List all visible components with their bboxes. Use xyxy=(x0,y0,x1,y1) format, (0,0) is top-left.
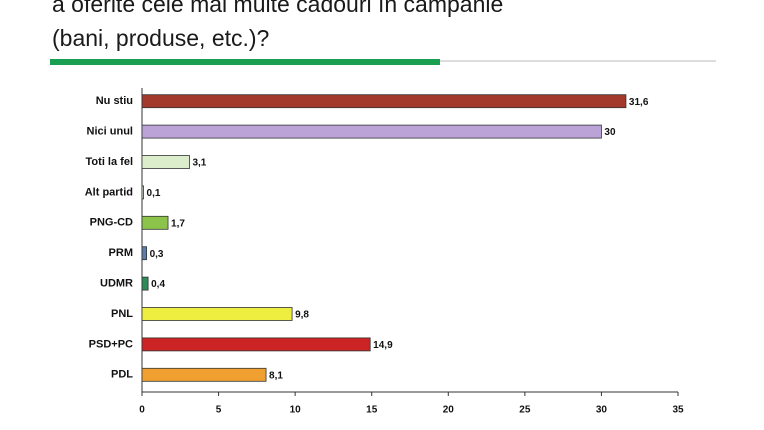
bar xyxy=(141,367,267,382)
bar xyxy=(141,185,144,200)
bar xyxy=(141,94,627,109)
bar xyxy=(141,155,190,169)
x-tick-label: 5 xyxy=(216,405,222,416)
value-label: 0,1 xyxy=(147,188,161,199)
bar xyxy=(141,307,293,321)
value-label: 0,3 xyxy=(150,249,164,260)
bar xyxy=(141,246,147,261)
value-label: 14,9 xyxy=(373,340,393,351)
value-label: 31,6 xyxy=(629,97,649,108)
chart-title: a oferite cele mai multe cadouri în camp… xyxy=(52,0,503,17)
value-label: 9,8 xyxy=(295,310,309,321)
category-label: PNL xyxy=(111,308,133,320)
x-tick-label: 10 xyxy=(290,405,302,416)
x-tick-label: 15 xyxy=(366,405,378,416)
chart-title: (bani, produse, etc.)? xyxy=(52,25,269,51)
category-label: PDL xyxy=(111,369,133,381)
category-label: Nu stiu xyxy=(96,95,133,107)
bar xyxy=(141,124,602,139)
x-tick-label: 0 xyxy=(139,405,145,416)
value-label: 1,7 xyxy=(171,218,185,229)
category-label: Toti la fel xyxy=(86,156,133,168)
value-label: 30 xyxy=(604,127,616,138)
x-tick-label: 20 xyxy=(443,405,455,416)
bar xyxy=(141,276,149,291)
category-label: UDMR xyxy=(100,278,133,290)
bar xyxy=(141,337,371,352)
x-tick-label: 25 xyxy=(519,405,531,416)
category-label: PSD+PC xyxy=(89,338,133,350)
x-tick-label: 35 xyxy=(672,405,684,416)
value-label: 8,1 xyxy=(269,370,283,381)
bar xyxy=(141,215,169,230)
category-label: Alt partid xyxy=(85,186,133,198)
value-label: 3,1 xyxy=(192,158,206,169)
category-label: PNG-CD xyxy=(90,217,133,229)
category-label: Nici unul xyxy=(87,126,133,138)
value-label: 0,4 xyxy=(151,279,165,290)
category-label: PRM xyxy=(109,247,133,259)
x-tick-label: 30 xyxy=(596,405,608,416)
